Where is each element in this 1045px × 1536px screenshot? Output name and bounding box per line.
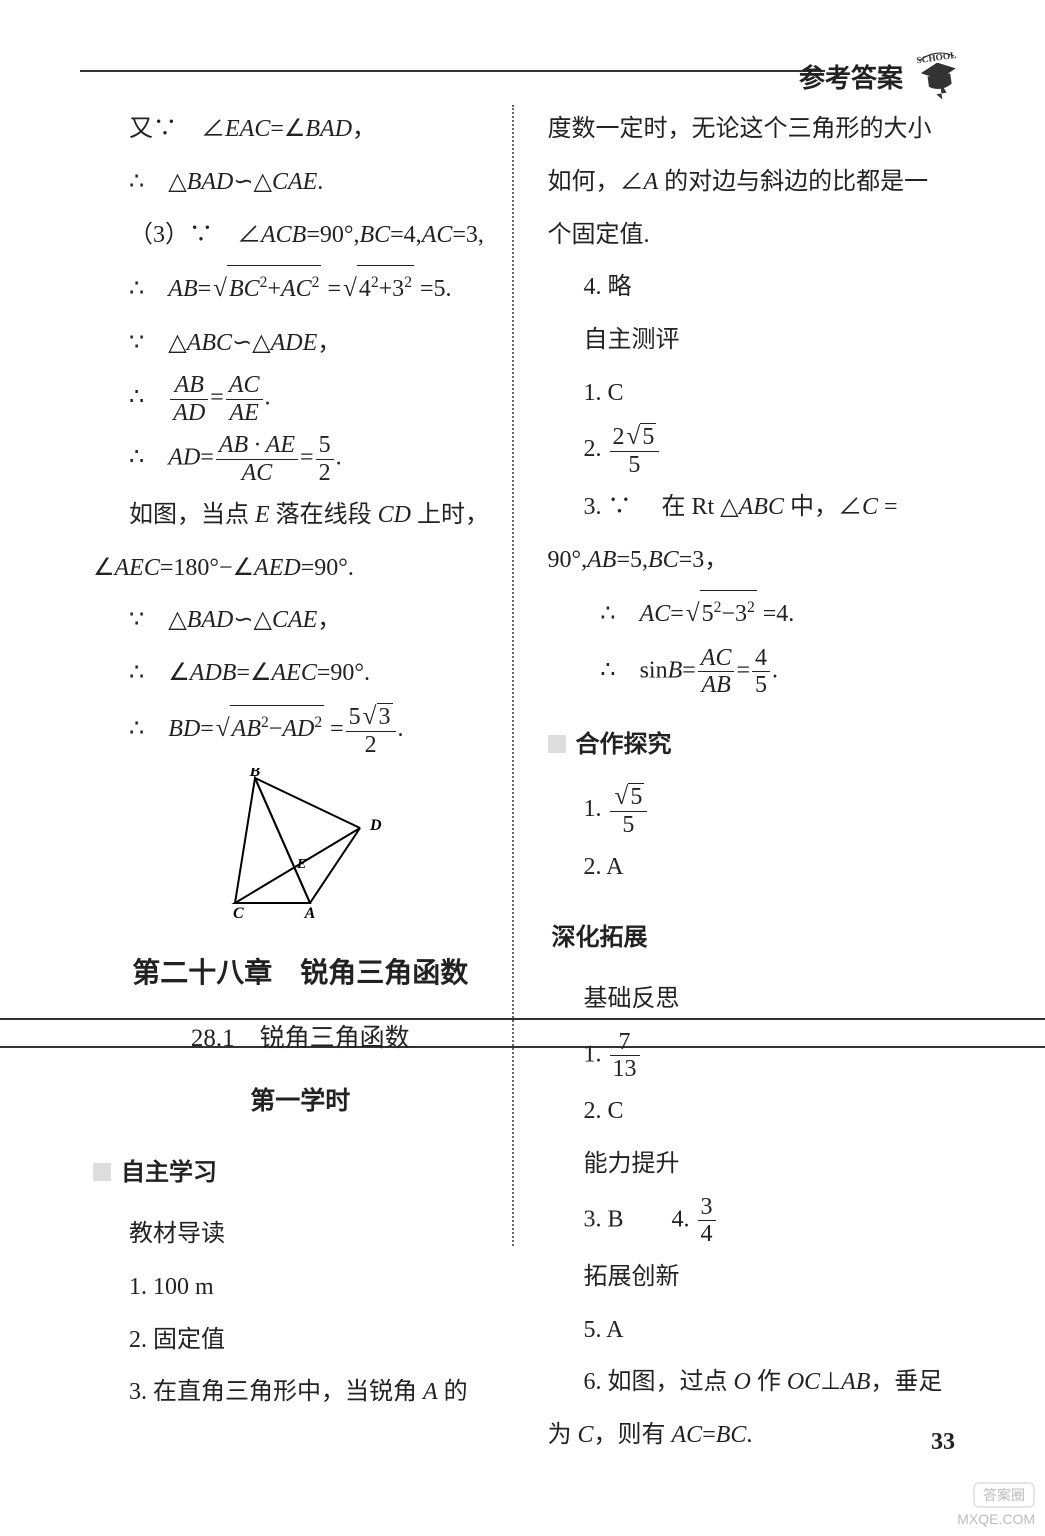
answer-item: 1. 713 bbox=[548, 1029, 963, 1083]
para-line: 个固定值. bbox=[548, 212, 963, 259]
math-text: 如图，当点 E 落在线段 CD 上时， bbox=[93, 492, 508, 539]
answer-item: ∴ sinB=ACAB=45. bbox=[548, 645, 963, 699]
answer-item: 3. 在直角三角形中，当锐角 A 的 bbox=[93, 1369, 508, 1416]
watermark-bottom: MXQE.COM bbox=[957, 1511, 1035, 1527]
math-step: ∴ ∠ADB=∠AEC=90°. bbox=[93, 650, 508, 697]
sub-heading: 自主测评 bbox=[548, 317, 963, 364]
coop-heading: 合作探究 bbox=[548, 712, 963, 775]
math-step: ∴ AD=AB · AEAC=52. bbox=[93, 432, 508, 486]
answer-item: 2. C bbox=[548, 1088, 963, 1135]
svg-text:D: D bbox=[369, 817, 382, 834]
math-step: ∵ △BAD∽△CAE， bbox=[93, 597, 508, 644]
math-step: ∴ △BAD∽△CAE. bbox=[93, 159, 508, 206]
answer-item: 2. 255 bbox=[548, 423, 963, 478]
content-columns: 又∵ ∠EAC=∠BAD， ∴ △BAD∽△CAE. （3）∵ ∠ACB=90°… bbox=[85, 100, 970, 1416]
chapter-title: 第二十八章 锐角三角函数 bbox=[93, 946, 508, 1001]
sub-heading: 基础反思 bbox=[548, 976, 963, 1023]
answer-item: 3. ∵ 在 Rt △ABC 中，∠C = bbox=[548, 484, 963, 531]
para-line: 度数一定时，无论这个三角形的大小 bbox=[548, 106, 963, 153]
answer-item: 2. A bbox=[548, 844, 963, 891]
answer-item: 1. C bbox=[548, 370, 963, 417]
left-column: 又∵ ∠EAC=∠BAD， ∴ △BAD∽△CAE. （3）∵ ∠ACB=90°… bbox=[85, 100, 526, 1416]
svg-text:B: B bbox=[249, 768, 261, 780]
svg-text:C: C bbox=[233, 905, 244, 918]
answer-item: ∴ AC=52−32 =4. bbox=[548, 589, 963, 638]
answer-item: 4. 略 bbox=[548, 264, 963, 311]
math-step: （3）∵ ∠ACB=90°,BC=4,AC=3, bbox=[93, 212, 508, 259]
page-header: 参考答案 SCHOOL bbox=[799, 50, 965, 102]
watermark: 答案圈 MXQE.COM bbox=[957, 1482, 1035, 1528]
answer-item: 3. B 4. 34 bbox=[548, 1194, 963, 1248]
watermark-top: 答案圈 bbox=[973, 1482, 1035, 1508]
deep-heading: 深化拓展 bbox=[548, 905, 963, 968]
answer-item: 5. A bbox=[548, 1307, 963, 1354]
answer-item: 2. 固定值 bbox=[93, 1317, 508, 1364]
square-icon bbox=[548, 735, 566, 753]
answer-item: 90°,AB=5,BC=3， bbox=[548, 537, 963, 584]
math-step: 又∵ ∠EAC=∠BAD， bbox=[93, 106, 508, 153]
answer-item: 1. 55 bbox=[548, 783, 963, 838]
math-step: ∴ BD=AB2−AD2 =532. bbox=[93, 703, 508, 758]
answer-item: 6. 如图，过点 O 作 OC⊥AB，垂足 bbox=[548, 1359, 963, 1406]
para-line: 如何，∠A 的对边与斜边的比都是一 bbox=[548, 159, 963, 206]
triangle-figure: B D E C A bbox=[215, 768, 385, 918]
math-step: ∴ ABAD=ACAE. bbox=[93, 372, 508, 426]
header-rule bbox=[80, 70, 825, 72]
answer-item: 为 C，则有 AC=BC. bbox=[548, 1412, 963, 1459]
square-icon bbox=[93, 1163, 111, 1181]
svg-text:E: E bbox=[296, 857, 306, 872]
svg-text:A: A bbox=[304, 905, 316, 918]
math-step: ∵ △ABC∽△ADE， bbox=[93, 320, 508, 367]
school-icon: SCHOOL bbox=[910, 47, 969, 106]
sub-heading: 教材导读 bbox=[93, 1211, 508, 1258]
right-column: 度数一定时，无论这个三角形的大小 如何，∠A 的对边与斜边的比都是一 个固定值.… bbox=[526, 100, 971, 1416]
header-label: 参考答案 bbox=[799, 58, 903, 95]
sub-heading: 拓展创新 bbox=[548, 1254, 963, 1301]
section-title: 28.1 锐角三角函数 bbox=[93, 1015, 508, 1064]
lesson-title: 第一学时 bbox=[93, 1078, 508, 1127]
math-step: ∠AEC=180°−∠AED=90°. bbox=[93, 545, 508, 592]
answer-item: 1. 100 m bbox=[93, 1264, 508, 1311]
math-step: ∴ AB=BC2+AC2 =42+32 =5. bbox=[93, 264, 508, 313]
study-heading: 自主学习 bbox=[93, 1140, 508, 1203]
sub-heading: 能力提升 bbox=[548, 1141, 963, 1188]
page-number: 33 bbox=[931, 1429, 955, 1456]
